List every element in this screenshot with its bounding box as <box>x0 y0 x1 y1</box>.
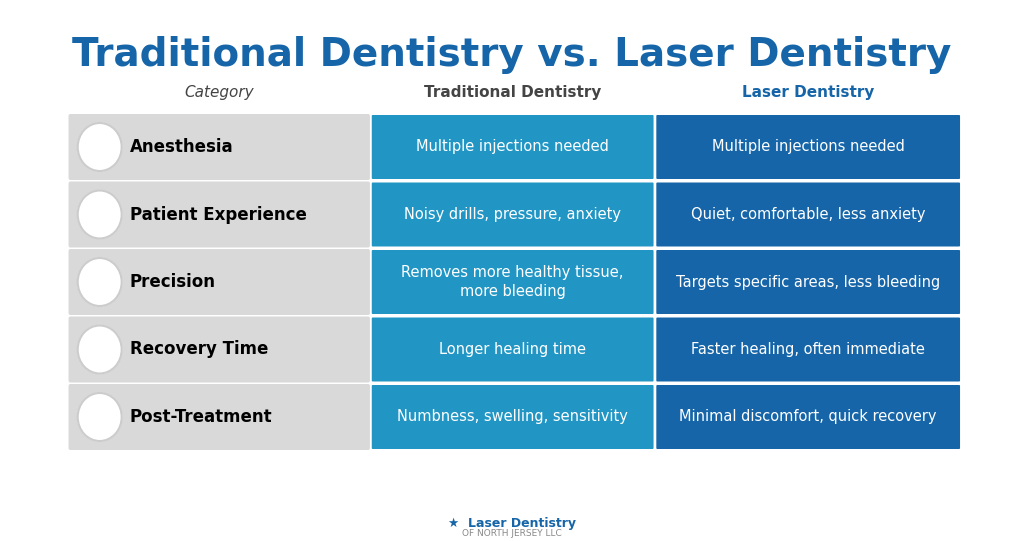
FancyBboxPatch shape <box>69 316 370 382</box>
Text: Minimal discomfort, quick recovery: Minimal discomfort, quick recovery <box>679 410 937 425</box>
FancyBboxPatch shape <box>372 115 653 179</box>
FancyBboxPatch shape <box>656 115 961 179</box>
FancyBboxPatch shape <box>372 385 653 449</box>
Text: Quiet, comfortable, less anxiety: Quiet, comfortable, less anxiety <box>691 207 926 222</box>
Text: ★  Laser Dentistry: ★ Laser Dentistry <box>449 517 575 530</box>
FancyBboxPatch shape <box>372 250 653 314</box>
FancyBboxPatch shape <box>69 249 370 315</box>
Text: Traditional Dentistry vs. Laser Dentistry: Traditional Dentistry vs. Laser Dentistr… <box>73 36 951 74</box>
Text: Longer healing time: Longer healing time <box>439 342 586 357</box>
Text: Noisy drills, pressure, anxiety: Noisy drills, pressure, anxiety <box>404 207 622 222</box>
Circle shape <box>78 326 122 373</box>
Text: Category: Category <box>184 85 254 101</box>
FancyBboxPatch shape <box>656 182 961 247</box>
Text: Precision: Precision <box>130 273 216 291</box>
Text: Anesthesia: Anesthesia <box>130 138 233 156</box>
FancyBboxPatch shape <box>656 318 961 381</box>
FancyBboxPatch shape <box>372 318 653 381</box>
FancyBboxPatch shape <box>656 250 961 314</box>
Text: Removes more healthy tissue,
more bleeding: Removes more healthy tissue, more bleedi… <box>401 265 624 299</box>
Text: Multiple injections needed: Multiple injections needed <box>712 140 904 155</box>
Text: Multiple injections needed: Multiple injections needed <box>416 140 609 155</box>
FancyBboxPatch shape <box>69 384 370 450</box>
Text: Patient Experience: Patient Experience <box>130 206 307 223</box>
Text: Numbness, swelling, sensitivity: Numbness, swelling, sensitivity <box>397 410 628 425</box>
Text: Targets specific areas, less bleeding: Targets specific areas, less bleeding <box>676 274 940 289</box>
Text: Recovery Time: Recovery Time <box>130 340 268 359</box>
Text: OF NORTH JERSEY LLC: OF NORTH JERSEY LLC <box>462 529 562 538</box>
Text: Traditional Dentistry: Traditional Dentistry <box>424 85 601 101</box>
Circle shape <box>78 258 122 306</box>
FancyBboxPatch shape <box>69 181 370 247</box>
Text: Laser Dentistry: Laser Dentistry <box>742 85 874 101</box>
FancyBboxPatch shape <box>372 182 653 247</box>
Text: Post-Treatment: Post-Treatment <box>130 408 272 426</box>
Circle shape <box>78 123 122 171</box>
Circle shape <box>78 393 122 441</box>
Text: Faster healing, often immediate: Faster healing, often immediate <box>691 342 925 357</box>
Circle shape <box>78 190 122 239</box>
FancyBboxPatch shape <box>69 114 370 180</box>
FancyBboxPatch shape <box>656 385 961 449</box>
